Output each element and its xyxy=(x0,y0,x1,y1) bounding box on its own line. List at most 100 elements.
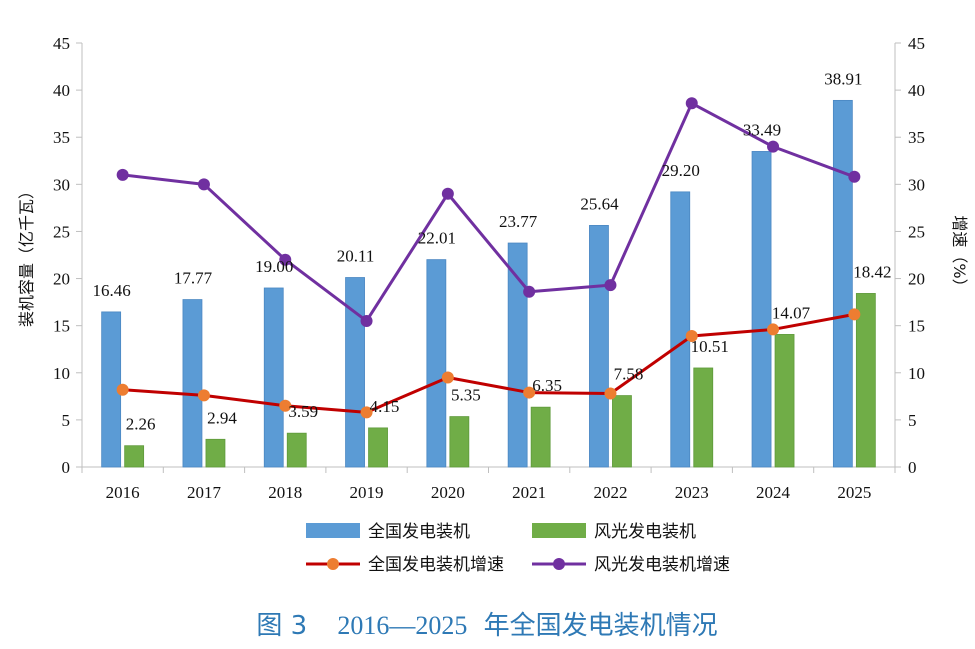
caption-figure-number: 图 3 xyxy=(256,611,307,641)
wind-solar-capacity-bar xyxy=(124,445,145,468)
total-growth-marker xyxy=(279,399,292,412)
x-tick-label: 2025 xyxy=(837,483,871,502)
wind-solar-growth-marker xyxy=(767,140,780,153)
total-growth-marker xyxy=(767,323,780,336)
legend-label-total-capacity: 全国发电装机 xyxy=(368,522,470,542)
y2-tick-label: 45 xyxy=(908,34,925,53)
y2-tick-label: 10 xyxy=(908,364,925,383)
y-tick-label: 25 xyxy=(53,222,70,241)
figure-caption: 图 3 2016—2025 年全国发电装机情况 xyxy=(256,611,717,641)
x-tick-label: 2022 xyxy=(593,483,627,502)
y2-tick-label: 15 xyxy=(908,317,925,336)
wind-solar-capacity-bar xyxy=(205,438,226,468)
total-capacity-label: 29.20 xyxy=(662,161,700,180)
total-growth-marker xyxy=(197,389,210,402)
total-capacity-label: 38.91 xyxy=(824,69,862,88)
legend-marker-wind-solar-growth xyxy=(553,558,565,570)
y2-tick-label: 0 xyxy=(908,458,917,477)
wind-solar-capacity-label: 3.59 xyxy=(288,402,318,421)
total-capacity-bar xyxy=(507,242,528,468)
total-growth-line xyxy=(122,312,855,414)
total-capacity-label: 19.00 xyxy=(255,257,293,276)
bar-series xyxy=(101,99,876,468)
wind-solar-capacity-label: 10.51 xyxy=(691,337,729,356)
total-capacity-bar xyxy=(182,299,203,468)
legend: 全国发电装机 风光发电装机 全国发电装机增速 风光发电装机增速 xyxy=(306,522,730,575)
total-capacity-bar xyxy=(589,225,609,468)
axes: 0510152025303540450510152025303540452016… xyxy=(53,34,925,502)
wind-solar-capacity-bar xyxy=(855,293,876,468)
y2-tick-label: 20 xyxy=(908,270,925,289)
wind-solar-growth-marker xyxy=(360,314,373,327)
y-tick-label: 40 xyxy=(53,81,70,100)
wind-solar-growth-marker xyxy=(523,285,536,298)
wind-solar-capacity-label: 2.26 xyxy=(126,415,156,434)
caption-years: 2016—2025 xyxy=(337,611,467,640)
x-tick-label: 2023 xyxy=(675,483,709,502)
line-series xyxy=(116,97,861,419)
wind-solar-capacity-bar xyxy=(693,367,714,468)
x-tick-label: 2019 xyxy=(350,483,384,502)
wind-solar-growth-marker xyxy=(441,187,454,200)
wind-solar-growth-marker xyxy=(604,279,617,292)
total-capacity-bar xyxy=(832,99,853,468)
y2-axis-title: 增速（%） xyxy=(950,215,969,294)
wind-solar-capacity-label: 6.35 xyxy=(532,376,562,395)
wind-solar-growth-marker xyxy=(197,178,210,191)
y2-tick-label: 5 xyxy=(908,411,917,430)
wind-solar-capacity-label: 14.07 xyxy=(772,303,811,322)
y2-tick-label: 35 xyxy=(908,128,925,147)
wind-solar-capacity-bar xyxy=(449,416,470,468)
wind-solar-capacity-label: 5.35 xyxy=(451,386,481,405)
y-tick-label: 10 xyxy=(53,364,70,383)
caption-text: 年全国发电装机情况 xyxy=(484,611,718,641)
wind-solar-capacity-label: 2.94 xyxy=(207,408,237,427)
total-growth-marker xyxy=(685,330,698,343)
wind-solar-growth-marker xyxy=(848,170,861,183)
total-growth-marker xyxy=(523,386,536,399)
total-growth-marker xyxy=(360,406,373,419)
wind-solar-capacity-bar xyxy=(530,406,551,468)
y-tick-label: 20 xyxy=(53,270,70,289)
y-axis-title: 装机容量（亿千瓦） xyxy=(17,183,36,327)
total-growth-marker xyxy=(441,371,454,384)
total-capacity-label: 33.49 xyxy=(743,120,781,139)
data-labels: 16.46 17.77 19.00 20.11 22.01 23.77 25.64 29.20… xyxy=(93,69,892,433)
x-tick-label: 2016 xyxy=(106,483,140,502)
wind-solar-growth-marker xyxy=(685,97,698,110)
wind-solar-growth-line xyxy=(122,101,855,323)
total-capacity-bar xyxy=(426,259,447,468)
wind-solar-capacity-label: 18.42 xyxy=(853,262,891,281)
wind-solar-capacity-bar xyxy=(368,427,388,468)
total-capacity-label: 23.77 xyxy=(499,212,538,231)
y-tick-label: 5 xyxy=(62,411,71,430)
total-growth-marker xyxy=(848,308,861,321)
total-capacity-bar xyxy=(751,151,772,468)
y-tick-label: 35 xyxy=(53,128,70,147)
wind-solar-capacity-bar xyxy=(774,334,795,468)
total-growth-marker xyxy=(604,387,617,400)
y-tick-label: 15 xyxy=(53,317,70,336)
legend-marker-total-growth xyxy=(327,558,339,570)
total-capacity-label: 25.64 xyxy=(580,194,619,213)
legend-swatch-wind-solar-capacity xyxy=(532,523,586,538)
legend-swatch-total-capacity xyxy=(306,523,360,538)
legend-label-total-growth: 全国发电装机增速 xyxy=(368,555,504,575)
total-capacity-label: 17.77 xyxy=(174,269,213,288)
wind-solar-capacity-bar xyxy=(612,395,632,468)
x-tick-label: 2024 xyxy=(756,483,791,502)
x-tick-label: 2020 xyxy=(431,483,465,502)
total-capacity-label: 22.01 xyxy=(418,229,456,248)
y-tick-label: 0 xyxy=(62,458,71,477)
wind-solar-capacity-label: 7.58 xyxy=(614,365,644,384)
y-tick-label: 45 xyxy=(53,34,70,53)
x-tick-label: 2018 xyxy=(268,483,302,502)
x-tick-label: 2017 xyxy=(187,483,222,502)
total-capacity-bar xyxy=(670,191,691,468)
wind-solar-capacity-label: 4.15 xyxy=(370,397,400,416)
x-tick-label: 2021 xyxy=(512,483,546,502)
total-capacity-bar xyxy=(345,277,365,468)
total-capacity-label: 20.11 xyxy=(337,247,375,266)
total-capacity-bar xyxy=(263,287,284,468)
